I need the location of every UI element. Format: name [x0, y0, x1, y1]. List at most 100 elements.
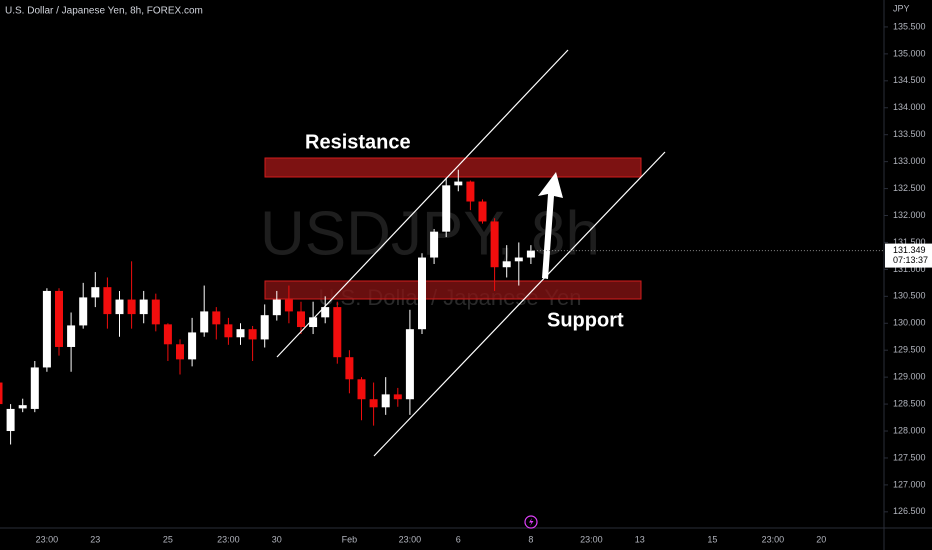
candle-body	[224, 324, 233, 338]
candle-body	[115, 299, 124, 315]
y-tick-label: 132.000	[893, 210, 926, 220]
candle-body	[454, 181, 463, 186]
candle-body	[127, 299, 136, 315]
candle-body	[30, 367, 39, 409]
candle-body	[212, 311, 221, 325]
event-icon	[524, 515, 538, 529]
candle-body	[442, 185, 451, 232]
resistance-zone	[264, 157, 642, 178]
candle-body	[309, 317, 318, 328]
event-circle	[524, 515, 538, 529]
x-tick-label: 25	[163, 534, 173, 544]
x-tick-label: 20	[816, 534, 826, 544]
y-tick-label: 135.500	[893, 21, 926, 31]
candle-body	[163, 324, 172, 345]
candle-body	[405, 329, 414, 400]
candle-body	[0, 382, 3, 405]
watermark: USDJPY, 8h	[260, 199, 600, 268]
x-tick-label: 15	[707, 534, 717, 544]
y-tick-label: 126.500	[893, 506, 926, 516]
candle-body	[91, 287, 100, 298]
channel-lower	[373, 151, 666, 457]
last-price-label: 131.349	[893, 245, 926, 255]
candle-body	[42, 290, 51, 368]
y-tick-label: 130.500	[893, 291, 926, 301]
candle-body	[321, 307, 330, 318]
x-tick-label: 6	[456, 534, 461, 544]
y-tick-label: 134.000	[893, 102, 926, 112]
y-tick-label: 131.500	[893, 237, 926, 247]
arrow	[538, 172, 563, 279]
candle-body	[381, 394, 390, 408]
y-tick-label: 131.000	[893, 264, 926, 274]
candle-body	[55, 290, 63, 347]
candle-body	[418, 257, 426, 330]
y-tick-label: 129.500	[893, 345, 926, 355]
y-tick-label: 133.000	[893, 156, 926, 166]
x-tick-label: 23	[90, 534, 100, 544]
axes: 126.500 127.000 127.500 128.000 128.500 129.0…	[36, 21, 926, 544]
channel-upper	[276, 49, 569, 358]
support-zone	[264, 280, 642, 300]
resistance-label: Resistance	[305, 131, 411, 153]
candle-body	[393, 394, 402, 400]
candle-body	[248, 329, 257, 340]
x-tick-label: 8	[528, 534, 533, 544]
candle-body	[6, 408, 15, 432]
currency-label: JPY	[893, 3, 910, 13]
x-tick-label: 30	[272, 534, 282, 544]
candle-body	[272, 299, 281, 316]
y-tick-label: 128.000	[893, 425, 926, 435]
chart-title: U.S. Dollar / Japanese Yen, 8h, FOREX.co…	[5, 6, 203, 17]
candle-body	[236, 329, 245, 338]
y-tick-label: 133.500	[893, 129, 926, 139]
x-tick-label: 13	[635, 534, 645, 544]
candle-body	[526, 250, 535, 258]
y-tick-label: 127.500	[893, 452, 926, 462]
y-tick-label: 129.000	[893, 372, 926, 382]
candles	[0, 169, 535, 445]
candle-body	[79, 297, 88, 326]
x-tick-label: 23:00	[399, 534, 422, 544]
candle-body	[188, 332, 197, 360]
y-tick-label: 132.500	[893, 183, 926, 193]
candle-body	[103, 287, 112, 315]
candle-body	[478, 201, 487, 222]
candle-body	[514, 257, 523, 262]
drawings: Resistance Support	[276, 49, 666, 457]
y-tick-label: 127.000	[893, 479, 926, 489]
x-tick-label: 23:00	[36, 534, 59, 544]
x-tick-label: 23:00	[762, 534, 785, 544]
candle-body	[260, 315, 269, 340]
candle-body	[357, 379, 366, 400]
x-tick-label: 23:00	[580, 534, 603, 544]
candle-body	[502, 261, 511, 268]
candle-body	[490, 221, 499, 268]
candle-body	[67, 325, 76, 347]
candle-body	[284, 299, 293, 312]
y-tick-label: 130.000	[893, 318, 926, 328]
y-tick-label: 128.500	[893, 398, 926, 408]
zones	[264, 157, 642, 300]
last-price-box	[885, 243, 932, 268]
candle-body	[176, 344, 184, 360]
candle-body	[466, 181, 475, 202]
support-label: Support	[547, 309, 624, 331]
x-tick-label: 23:00	[217, 534, 240, 544]
countdown-label: 07:13:37	[893, 255, 928, 265]
candle-body	[18, 405, 27, 409]
candle-body	[139, 299, 148, 315]
y-tick-label: 134.500	[893, 75, 926, 85]
candle-body	[345, 357, 354, 380]
y-tick-label: 135.000	[893, 48, 926, 58]
x-tick-label: Feb	[342, 534, 358, 544]
event-bolt	[529, 518, 534, 526]
candle-body	[430, 231, 439, 258]
candle-body	[333, 307, 342, 358]
candle-body	[297, 311, 305, 328]
candle-body	[151, 299, 160, 325]
